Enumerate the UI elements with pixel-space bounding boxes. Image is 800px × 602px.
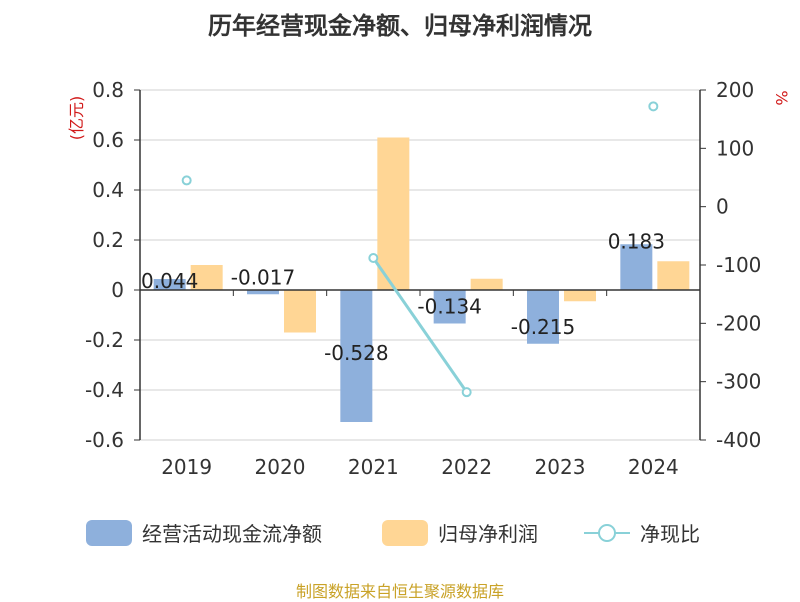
ratio-point	[648, 101, 659, 112]
y-right-tick-label: -300	[716, 370, 761, 394]
ratio-point	[461, 387, 472, 398]
y-right-tick-label: 200	[716, 78, 754, 102]
y-right-tick-label: -100	[716, 253, 761, 277]
y-right-tick-label: 100	[716, 136, 754, 160]
legend: 经营活动现金流净额 归母净利润 净现比	[0, 518, 800, 554]
bar-cashflow	[247, 290, 279, 295]
bar-value-label: 0.183	[608, 229, 665, 253]
bar-value-label: -0.215	[511, 315, 575, 339]
legend-item-cashflow[interactable]: 经营活动现金流净额	[86, 518, 322, 547]
y-left-tick-label: 0.8	[92, 78, 124, 102]
bar-net-profit	[564, 290, 596, 302]
bar-value-label: -0.134	[417, 295, 481, 319]
source-note: 制图数据来自恒生聚源数据库	[295, 582, 504, 601]
legend-swatch-cash-ratio	[584, 520, 630, 546]
y-left-tick-label: -0.6	[85, 428, 124, 452]
chart-title: 历年经营现金净额、归母净利润情况	[208, 12, 592, 40]
ratio-line-segment	[372, 257, 468, 394]
y-left-unit-label: (亿元)	[67, 96, 86, 141]
y-right-unit-label: %	[772, 90, 791, 105]
legend-item-net-profit[interactable]: 归母净利润	[382, 518, 538, 547]
bar-cashflow	[340, 290, 373, 422]
legend-label-net-profit: 归母净利润	[438, 522, 538, 546]
y-left-tick-label: 0	[111, 278, 124, 302]
y-left-tick-label: 0.6	[92, 128, 124, 152]
x-tick-label: 2022	[441, 455, 492, 479]
bar-value-label: -0.017	[231, 265, 295, 289]
x-tick-label: 2020	[255, 455, 306, 479]
bar-net-profit	[190, 265, 223, 290]
bar-value-label: -0.528	[324, 341, 388, 365]
bar-cashflow	[433, 290, 466, 324]
bar-net-profit	[284, 290, 316, 333]
bar-net-profit	[377, 137, 410, 290]
legend-label-cash-ratio: 净现比	[640, 522, 700, 546]
y-left-tick-label: 0.2	[92, 228, 124, 252]
x-tick-label: 2021	[348, 455, 399, 479]
bar-net-profit	[470, 278, 503, 290]
bar-value-label: 0.044	[141, 269, 198, 293]
bar-cashflow	[527, 290, 559, 344]
y-right-tick-label: 0	[716, 195, 729, 219]
y-right-tick-label: -200	[716, 311, 761, 335]
bar-net-profit	[657, 261, 690, 290]
x-tick-label: 2023	[535, 455, 586, 479]
legend-swatch-net-profit	[382, 519, 428, 546]
y-left-tick-label: 0.4	[92, 178, 124, 202]
legend-swatch-cashflow	[86, 519, 132, 546]
bar-cashflow	[620, 244, 653, 290]
bar-cashflow	[153, 279, 186, 290]
ratio-point	[368, 253, 379, 263]
legend-label-cashflow: 经营活动现金流净额	[142, 522, 322, 546]
y-right-tick-label: -400	[716, 428, 761, 452]
x-tick-label: 2024	[628, 455, 679, 479]
ratio-point	[181, 175, 192, 186]
legend-item-cash-ratio[interactable]: 净现比	[584, 518, 700, 547]
y-left-tick-label: -0.2	[85, 328, 124, 352]
y-left-tick-label: -0.4	[85, 378, 124, 402]
x-tick-label: 2019	[161, 455, 212, 479]
